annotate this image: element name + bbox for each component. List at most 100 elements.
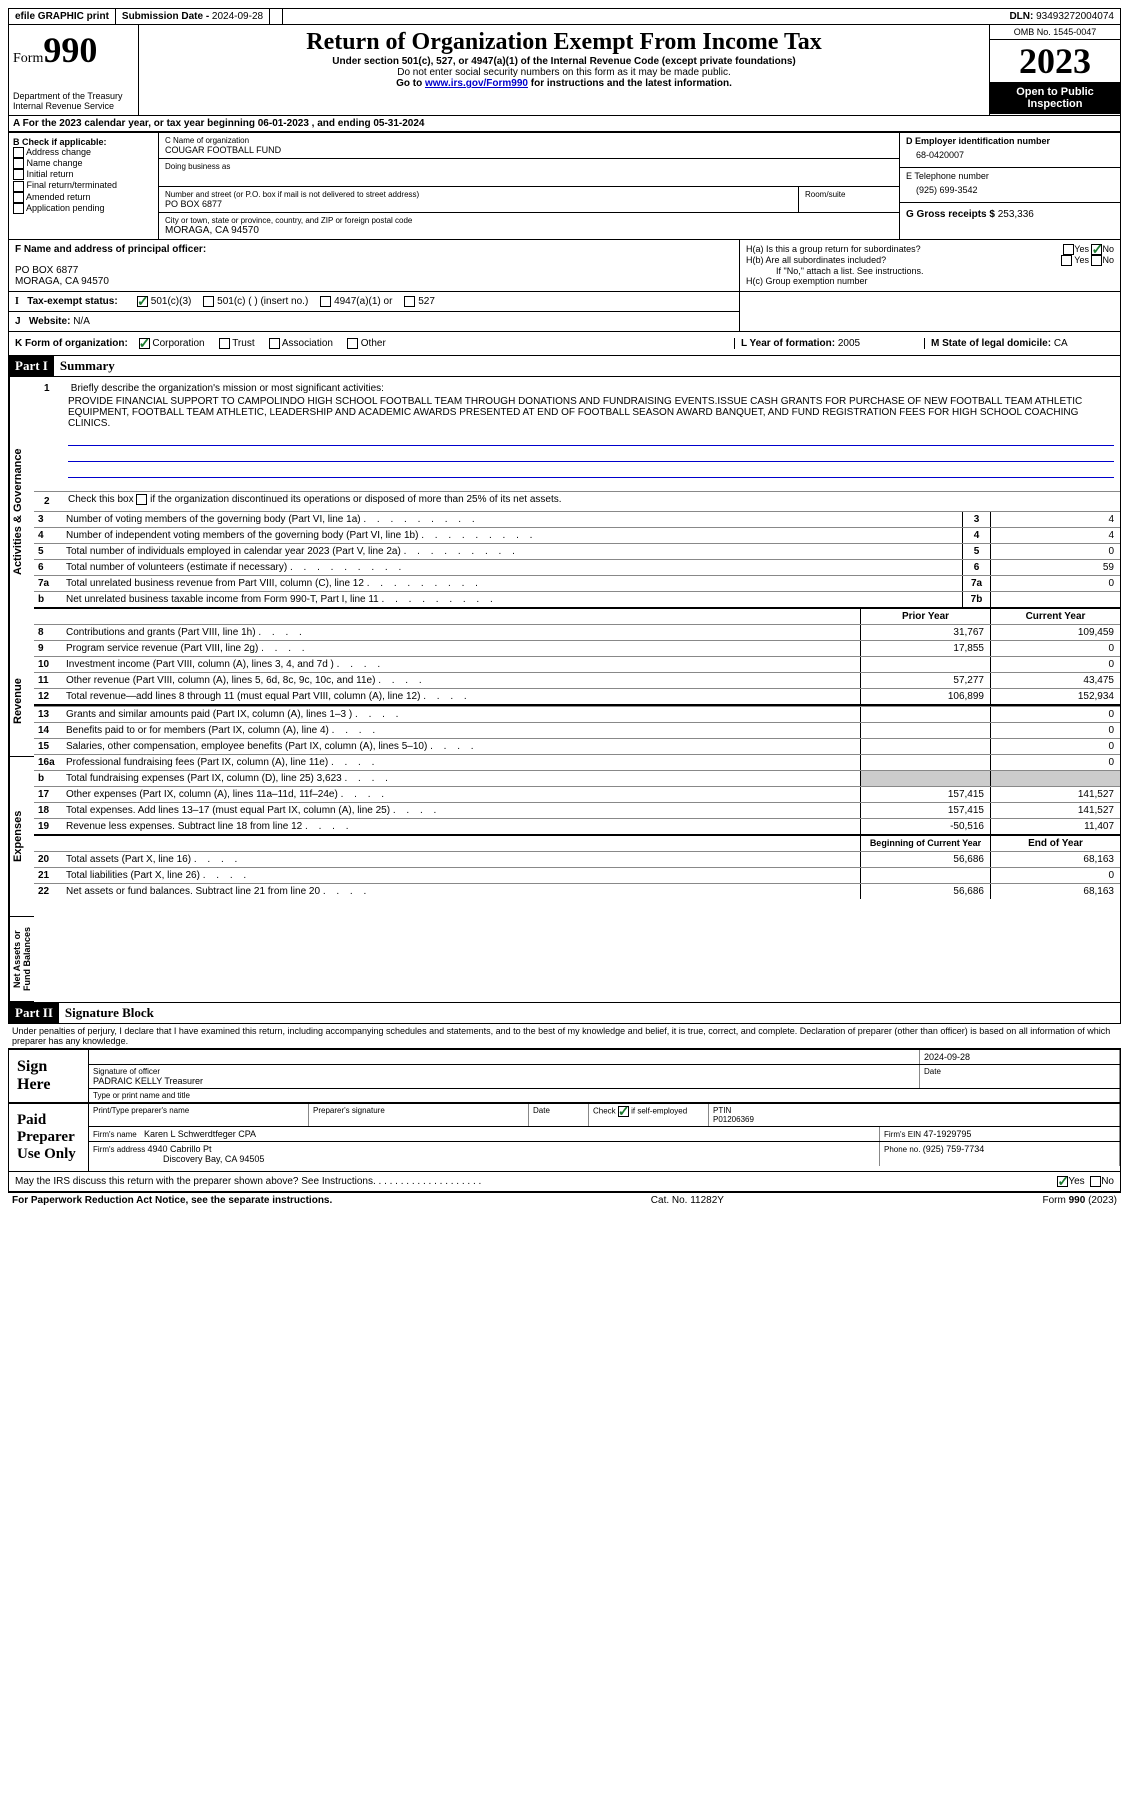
boxb-checkbox[interactable] [13, 181, 24, 192]
box-c: C Name of organization COUGAR FOOTBALL F… [159, 133, 900, 239]
line-a-mid: , and ending [312, 118, 374, 129]
sign-here-label: Sign Here [9, 1050, 89, 1102]
self-employed-checkbox[interactable] [618, 1106, 629, 1117]
summary-row: 7aTotal unrelated business revenue from … [34, 575, 1120, 591]
l2-text: Check this box if the organization disco… [68, 494, 562, 509]
phone-value: (925) 699-3542 [906, 181, 1114, 199]
discuss-yes-checkbox[interactable] [1057, 1176, 1068, 1187]
page-footer: For Paperwork Reduction Act Notice, see … [8, 1192, 1121, 1208]
website-label: Website: [29, 316, 73, 327]
form-number: 990 [43, 30, 97, 70]
boxk-checkbox[interactable] [139, 338, 150, 349]
org-name-label: C Name of organization [165, 136, 893, 145]
info-grid: B Check if applicable: Address change Na… [8, 132, 1121, 240]
l1-label: Briefly describe the organization's miss… [71, 383, 384, 394]
form-subtitle-1: Under section 501(c), 527, or 4947(a)(1)… [143, 56, 985, 67]
box-klm: K Form of organization: Corporation Trus… [8, 332, 1121, 356]
boxb-checkbox[interactable] [13, 147, 24, 158]
vlabel-na: Net Assets or Fund Balances [9, 917, 34, 1002]
summary-row: 4Number of independent voting members of… [34, 527, 1120, 543]
subdate-value: 2024-09-28 [212, 11, 263, 22]
prep-sig-hdr: Preparer's signature [309, 1104, 529, 1126]
prep-name-hdr: Print/Type preparer's name [89, 1104, 309, 1126]
firm-addr1: 4940 Cabrillo Pt [147, 1144, 211, 1154]
part2-badge: Part II [9, 1003, 59, 1023]
boxb-option: Final return/terminated [13, 180, 154, 191]
discuss-text: May the IRS discuss this return with the… [15, 1176, 376, 1187]
summary-row: 11Other revenue (Part VIII, column (A), … [34, 672, 1120, 688]
boxb-checkbox[interactable] [13, 192, 24, 203]
summary-row: bNet unrelated business taxable income f… [34, 591, 1120, 607]
summary-row: 16aProfessional fundraising fees (Part I… [34, 754, 1120, 770]
501c3-checkbox[interactable] [137, 296, 148, 307]
box-ij: I Tax-exempt status: 501(c)(3) 501(c) ( … [8, 292, 1121, 332]
summary-row: 15Salaries, other compensation, employee… [34, 738, 1120, 754]
sign-here-block: Sign Here 2024-09-28 Signature of office… [8, 1048, 1121, 1103]
summary-row: 22Net assets or fund balances. Subtract … [34, 883, 1120, 899]
box-fh: F Name and address of principal officer:… [8, 240, 1121, 292]
tax-status-label: I Tax-exempt status: [15, 296, 125, 307]
efile-label: efile GRAPHIC print [15, 11, 109, 22]
vlabel-ag: Activities & Governance [9, 377, 34, 647]
hb-yes-checkbox[interactable] [1061, 255, 1072, 266]
dba-label: Doing business as [165, 162, 893, 171]
vlabel-exp: Expenses [9, 757, 34, 917]
4947-checkbox[interactable] [320, 296, 331, 307]
527-checkbox[interactable] [404, 296, 415, 307]
l2-checkbox[interactable] [136, 494, 147, 505]
part1-badge: Part I [9, 356, 54, 376]
top-bar: efile GRAPHIC print Submission Date - 20… [8, 8, 1121, 25]
officer-addr1: PO BOX 6877 [15, 265, 733, 276]
paid-preparer-label: Paid Preparer Use Only [9, 1104, 89, 1171]
501c-checkbox[interactable] [203, 296, 214, 307]
form990-link[interactable]: www.irs.gov/Form990 [425, 78, 528, 89]
summary-row: 12Total revenue—add lines 8 through 11 (… [34, 688, 1120, 704]
line-a-begin: 06-01-2023 [258, 118, 309, 129]
box-b: B Check if applicable: Address change Na… [9, 133, 159, 239]
dept-label: Department of the Treasury Internal Reve… [13, 91, 134, 111]
discuss-no-checkbox[interactable] [1090, 1176, 1101, 1187]
summary-row: bTotal fundraising expenses (Part IX, co… [34, 770, 1120, 786]
prep-self-hdr: Check if self-employed [589, 1104, 709, 1126]
firm-phone-label: Phone no. [884, 1145, 923, 1154]
firm-phone: (925) 759-7734 [923, 1144, 985, 1154]
line-a-end: 05-31-2024 [373, 118, 424, 129]
boxk-checkbox[interactable] [219, 338, 230, 349]
boxk-option: Corporation [139, 338, 205, 349]
boxk-checkbox[interactable] [269, 338, 280, 349]
boxb-checkbox[interactable] [13, 158, 24, 169]
firm-addr2: Discovery Bay, CA 94505 [93, 1154, 875, 1164]
vlabel-rev: Revenue [9, 647, 34, 757]
city-label: City or town, state or province, country… [165, 216, 893, 225]
box-b-header: B Check if applicable: [13, 137, 154, 147]
boxb-option: Application pending [13, 203, 154, 214]
hb-no-checkbox[interactable] [1091, 255, 1102, 266]
summary-row: 5Total number of individuals employed in… [34, 543, 1120, 559]
firm-name: Karen L Schwerdtfeger CPA [144, 1129, 256, 1139]
gross-value: 253,336 [998, 209, 1034, 220]
l1-value: PROVIDE FINANCIAL SUPPORT TO CAMPOLINDO … [40, 396, 1114, 429]
sig-officer-label: Signature of officer [93, 1067, 915, 1076]
summary-row: 13Grants and similar amounts paid (Part … [34, 706, 1120, 722]
ha-no-checkbox[interactable] [1091, 244, 1102, 255]
sign-date: 2024-09-28 [920, 1050, 1120, 1064]
part1-header-row: Part I Summary [8, 356, 1121, 377]
ha-yes-checkbox[interactable] [1063, 244, 1074, 255]
boxb-checkbox[interactable] [13, 203, 24, 214]
summary-row: 8Contributions and grants (Part VIII, li… [34, 624, 1120, 640]
officer-addr2: MORAGA, CA 94570 [15, 276, 733, 287]
dln-label: DLN: [1009, 11, 1036, 22]
summary-row: 10Investment income (Part VIII, column (… [34, 656, 1120, 672]
paid-preparer-block: Paid Preparer Use Only Print/Type prepar… [8, 1103, 1121, 1172]
boxk-checkbox[interactable] [347, 338, 358, 349]
discuss-row: May the IRS discuss this return with the… [8, 1172, 1121, 1192]
summary-row: 9Program service revenue (Part VIII, lin… [34, 640, 1120, 656]
year-formation-label: L Year of formation: [741, 338, 838, 349]
boxb-checkbox[interactable] [13, 169, 24, 180]
goto-post: for instructions and the latest informat… [528, 78, 732, 89]
part2-title: Signature Block [59, 1003, 160, 1023]
col-end: End of Year [990, 836, 1120, 851]
form-subtitle-2: Do not enter social security numbers on … [143, 67, 985, 78]
firm-ein: 47-1929795 [923, 1129, 971, 1139]
col-begin: Beginning of Current Year [860, 836, 990, 851]
